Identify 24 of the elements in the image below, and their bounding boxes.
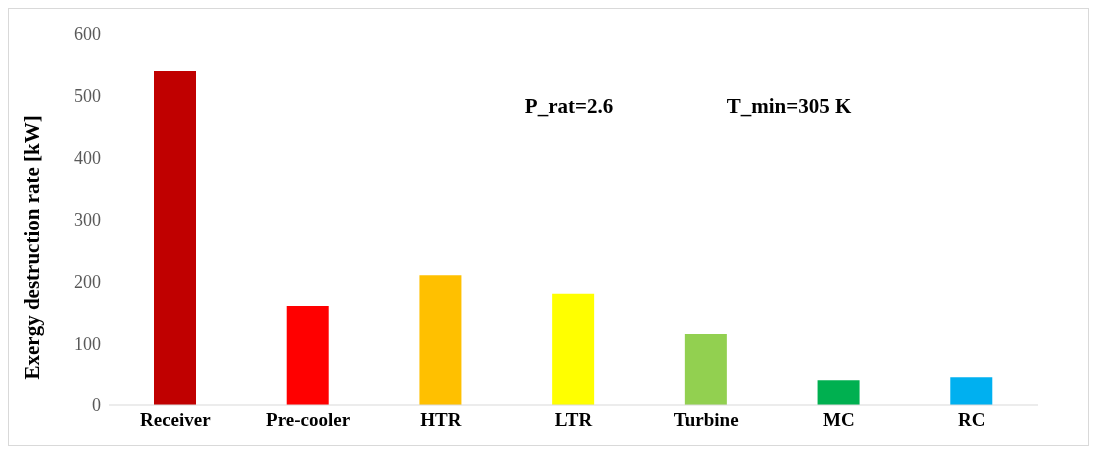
bar [154,71,196,405]
bar [684,333,727,405]
annotation: T_min=305 K [726,94,852,119]
y-tick-label: 0 [92,395,101,416]
x-tick-label: MC [823,409,855,431]
y-tick-label: 100 [74,333,101,354]
x-tick-label: RC [957,409,986,431]
bar [286,306,329,405]
x-tick-label: Pre-cooler [266,409,351,431]
x-tick-label: Receiver [140,409,212,431]
y-axis-title: Exergy destruction rate [kW] [20,115,45,380]
y-tick-label: 600 [74,24,101,45]
y-tick-label: 200 [74,271,101,292]
x-tick-label: Turbine [673,409,739,431]
bar [817,380,860,405]
y-tick-label: 500 [74,86,101,107]
bar [950,377,993,405]
x-tick-label: HTR [420,409,462,431]
annotation: P_rat=2.6 [524,94,614,119]
bar [419,275,462,405]
bar [552,293,595,405]
y-tick-label: 300 [74,209,101,230]
y-tick-label: 400 [74,148,101,169]
x-tick-label: LTR [554,409,593,431]
